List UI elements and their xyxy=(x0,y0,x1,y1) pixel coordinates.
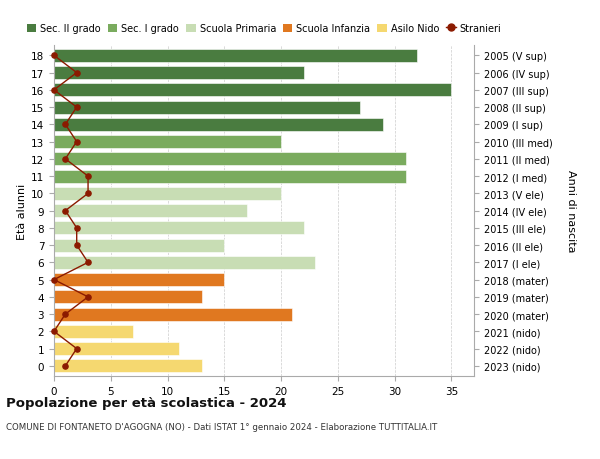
Point xyxy=(61,121,70,129)
Bar xyxy=(54,205,247,218)
Point xyxy=(49,328,59,335)
Bar xyxy=(54,325,133,338)
Y-axis label: Anni di nascita: Anni di nascita xyxy=(566,170,577,252)
Point xyxy=(61,207,70,215)
Bar xyxy=(54,170,406,183)
Bar xyxy=(54,342,179,355)
Bar xyxy=(54,239,224,252)
Bar xyxy=(54,222,304,235)
Point xyxy=(72,242,82,249)
Text: COMUNE DI FONTANETO D'AGOGNA (NO) - Dati ISTAT 1° gennaio 2024 - Elaborazione TU: COMUNE DI FONTANETO D'AGOGNA (NO) - Dati… xyxy=(6,422,437,431)
Point xyxy=(83,294,93,301)
Point xyxy=(49,87,59,95)
Bar xyxy=(54,136,281,149)
Point xyxy=(83,259,93,266)
Legend: Sec. II grado, Sec. I grado, Scuola Primaria, Scuola Infanzia, Asilo Nido, Stran: Sec. II grado, Sec. I grado, Scuola Prim… xyxy=(23,20,505,38)
Point xyxy=(72,139,82,146)
Bar xyxy=(54,50,417,63)
Point xyxy=(83,173,93,180)
Point xyxy=(72,345,82,353)
Bar xyxy=(54,187,281,201)
Text: Popolazione per età scolastica - 2024: Popolazione per età scolastica - 2024 xyxy=(6,396,287,409)
Point xyxy=(61,156,70,163)
Point xyxy=(49,276,59,284)
Point xyxy=(83,190,93,197)
Bar xyxy=(54,291,202,304)
Bar xyxy=(54,118,383,132)
Bar xyxy=(54,274,224,286)
Point xyxy=(49,52,59,60)
Bar xyxy=(54,67,304,80)
Y-axis label: Età alunni: Età alunni xyxy=(17,183,27,239)
Bar xyxy=(54,153,406,166)
Point xyxy=(72,225,82,232)
Point xyxy=(61,311,70,318)
Bar xyxy=(54,101,361,114)
Point xyxy=(61,363,70,370)
Bar xyxy=(54,308,292,321)
Point xyxy=(72,70,82,77)
Bar xyxy=(54,359,202,373)
Bar xyxy=(54,84,451,97)
Point xyxy=(72,104,82,112)
Bar xyxy=(54,256,315,269)
